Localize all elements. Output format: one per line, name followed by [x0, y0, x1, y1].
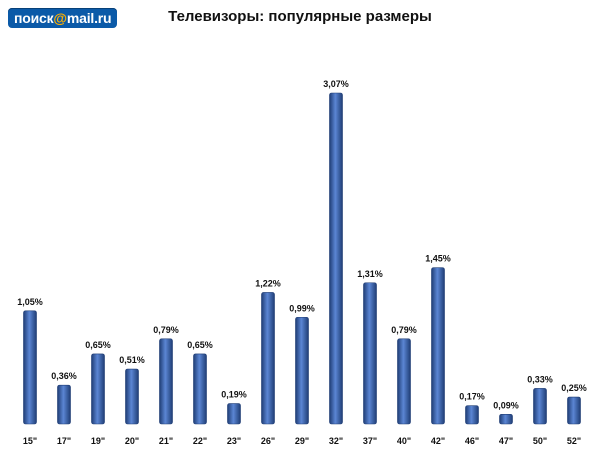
- bar-12: [431, 267, 445, 425]
- tick-labels-group: 15" 17" 19" 20" 21" 22" 23" 26" 29" 32" 37" 40" 42" 4…: [23, 436, 581, 446]
- tick-label-12: 42": [431, 436, 445, 446]
- logo-text-mail: mail.ru: [66, 10, 112, 26]
- value-label-4: 0,79%: [153, 325, 179, 335]
- bar-10: [363, 282, 377, 425]
- bar-15: [533, 388, 547, 425]
- tick-label-16: 52": [567, 436, 581, 446]
- value-label-15: 0,33%: [527, 374, 553, 384]
- value-labels-group: 1,05% 0,36% 0,65% 0,51% 0,79% 0,65% 0,19% 1,22%…: [17, 79, 587, 410]
- value-label-6: 0,19%: [221, 390, 247, 400]
- bars-group: [23, 92, 581, 425]
- bar-3: [125, 368, 139, 425]
- value-label-0: 1,05%: [17, 297, 43, 307]
- value-label-2: 0,65%: [85, 340, 111, 350]
- tick-label-5: 22": [193, 436, 207, 446]
- chart-title: Телевизоры: популярные размеры: [168, 8, 432, 25]
- bar-11: [397, 338, 411, 425]
- tick-label-3: 20": [125, 436, 139, 446]
- value-label-9: 3,07%: [323, 79, 349, 89]
- tick-label-1: 17": [57, 436, 71, 446]
- value-label-8: 0,99%: [289, 303, 315, 313]
- value-label-11: 0,79%: [391, 325, 417, 335]
- logo-text-search: поиск: [14, 10, 54, 26]
- tick-label-2: 19": [91, 436, 105, 446]
- bar-9: [329, 92, 343, 425]
- tick-label-15: 50": [533, 436, 547, 446]
- value-label-10: 1,31%: [357, 269, 383, 279]
- bar-2: [91, 353, 105, 425]
- tick-label-6: 23": [227, 436, 241, 446]
- tick-label-0: 15": [23, 436, 37, 446]
- value-label-5: 0,65%: [187, 340, 213, 350]
- tick-label-14: 47": [499, 436, 513, 446]
- value-label-3: 0,51%: [119, 355, 145, 365]
- tick-label-13: 46": [465, 436, 479, 446]
- tick-label-11: 40": [397, 436, 411, 446]
- bar-16: [567, 396, 581, 425]
- value-label-16: 0,25%: [561, 383, 587, 393]
- bar-4: [159, 338, 173, 425]
- bar-1: [57, 384, 71, 425]
- value-label-13: 0,17%: [459, 392, 485, 402]
- tick-label-7: 26": [261, 436, 275, 446]
- logo-at-sign: @: [53, 10, 67, 26]
- bar-13: [465, 405, 479, 425]
- value-label-14: 0,09%: [493, 400, 519, 410]
- tick-label-10: 37": [363, 436, 377, 446]
- value-label-1: 0,36%: [51, 371, 77, 381]
- tick-label-4: 21": [159, 436, 173, 446]
- value-label-12: 1,45%: [425, 254, 451, 264]
- tick-label-8: 29": [295, 436, 309, 446]
- bar-14: [499, 413, 513, 425]
- tick-label-9: 32": [329, 436, 343, 446]
- mail-ru-logo: поиск @ mail.ru: [8, 8, 118, 28]
- bar-7: [261, 292, 275, 425]
- bar-8: [295, 316, 309, 425]
- bar-6: [227, 403, 241, 425]
- bar-5: [193, 353, 207, 425]
- bar-0: [23, 310, 37, 425]
- value-label-7: 1,22%: [255, 278, 281, 288]
